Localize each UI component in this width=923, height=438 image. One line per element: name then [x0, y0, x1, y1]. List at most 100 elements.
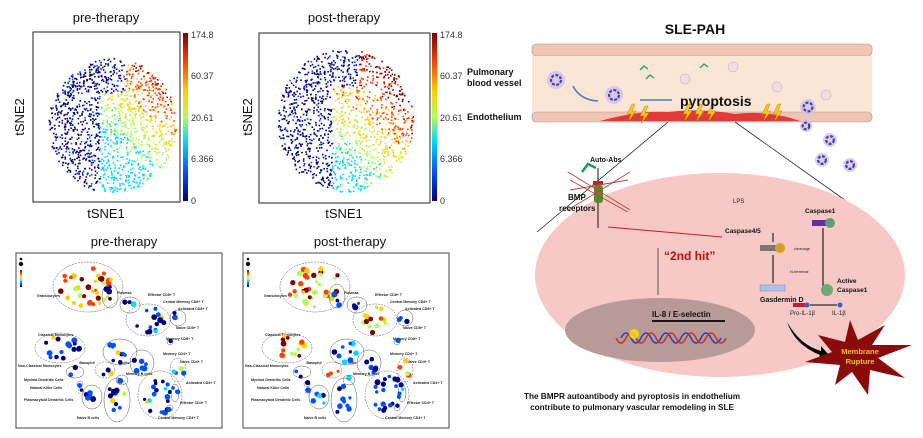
tsne-point: [131, 88, 133, 90]
tsne-point: [338, 76, 340, 79]
tsne-point: [104, 136, 106, 138]
tsne-point: [336, 152, 338, 154]
tsne-point: [386, 86, 389, 88]
cluster-node: [144, 362, 148, 367]
tsne-point: [67, 94, 70, 97]
tsne-point: [71, 97, 74, 99]
tsne-point: [54, 113, 56, 115]
tsne-point: [352, 190, 355, 193]
tsne-point: [348, 162, 350, 165]
tsne-point: [84, 117, 86, 119]
tsne-point: [85, 140, 88, 143]
tsne-point: [342, 164, 344, 167]
tsne-point: [361, 87, 363, 90]
cluster-node: [51, 335, 56, 340]
tsne-point: [69, 157, 72, 160]
tsne-point: [84, 147, 86, 149]
tsne-point: [132, 112, 134, 114]
tsne-point: [128, 161, 130, 164]
tsne-point: [344, 167, 346, 169]
tsne-point: [103, 110, 106, 112]
tsne-point: [312, 97, 314, 99]
tsne-point: [411, 129, 413, 131]
tsne-point: [339, 133, 341, 135]
tsne-point: [343, 135, 346, 137]
tsne-point: [350, 160, 353, 163]
tsne-point: [111, 156, 114, 159]
tsne-point: [305, 86, 308, 88]
cluster-outline: [77, 387, 85, 395]
tsne-point: [129, 150, 132, 153]
tsne-point: [362, 57, 365, 60]
tsne-point: [90, 114, 93, 116]
tsne-point: [287, 122, 290, 125]
tsne-point: [164, 92, 167, 95]
tsne-point: [113, 84, 116, 87]
tsne-point: [408, 117, 410, 119]
tsne-point: [349, 171, 352, 173]
tsne-point: [366, 133, 369, 135]
tsne-point: [380, 136, 382, 138]
tsne-point: [114, 164, 116, 167]
tsne-point: [157, 92, 160, 94]
tsne-point: [126, 73, 128, 76]
tsne-point: [319, 78, 322, 81]
lps-icon: [679, 73, 691, 85]
cluster-node: [364, 313, 370, 319]
tsne-point: [395, 156, 397, 158]
tsne-point: [329, 172, 332, 175]
tsne-point: [393, 105, 395, 108]
tsne-point: [156, 131, 158, 133]
tsne-point: [76, 165, 79, 168]
tsne-point: [93, 126, 95, 128]
tsne-point: [370, 65, 372, 67]
tsne-point: [138, 185, 140, 188]
tsne-point: [117, 172, 119, 174]
tsne-point: [107, 160, 110, 163]
tsne-point: [360, 166, 363, 168]
tsne-point: [364, 136, 366, 139]
tsne-point: [298, 87, 300, 90]
tsne-point: [319, 171, 322, 173]
tsne-point: [402, 157, 404, 159]
tsne-point: [98, 97, 101, 100]
cluster-node: [378, 306, 384, 311]
tsne-point: [131, 107, 134, 110]
tsne-point: [119, 174, 122, 176]
tsne-point: [150, 119, 153, 122]
tsne-point: [339, 116, 341, 119]
tsne-point: [154, 84, 156, 87]
tsne-point: [99, 178, 101, 180]
tsne-point: [100, 61, 102, 64]
tsne-point: [319, 144, 321, 146]
tsne-point: [71, 159, 74, 161]
tsne-point: [168, 156, 170, 159]
cluster-outline: [52, 261, 124, 313]
tsne-point: [155, 148, 158, 150]
tsne-point: [58, 125, 60, 127]
cluster-node: [348, 406, 352, 410]
neutrophil-nucleus-icon: [802, 101, 814, 113]
tsne-point: [387, 96, 390, 99]
tsne-point: [384, 116, 387, 119]
tsne-point: [156, 148, 159, 151]
tsne-point: [108, 125, 111, 127]
tsne-point: [120, 119, 122, 122]
tsne-point: [87, 89, 90, 91]
cluster-node: [305, 380, 311, 386]
tsne-point: [402, 133, 405, 135]
tsne-point: [70, 83, 73, 86]
tsne-point: [389, 92, 391, 95]
tsne-point: [354, 163, 356, 165]
tsne-point: [405, 139, 407, 142]
tsne-point: [343, 93, 345, 96]
cluster-node: [105, 367, 111, 373]
tsne-point: [293, 99, 296, 101]
tsne-point: [82, 76, 84, 78]
cluster-node: [113, 387, 120, 394]
cluster-node: [312, 305, 316, 309]
tsne-point: [361, 51, 363, 53]
tsne-point: [150, 96, 152, 98]
tsne-point: [125, 179, 127, 181]
tsne-point: [137, 94, 140, 96]
